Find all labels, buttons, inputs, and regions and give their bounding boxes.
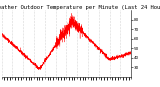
Title: Milwaukee Weather Outdoor Temperature per Minute (Last 24 Hours): Milwaukee Weather Outdoor Temperature pe… bbox=[0, 5, 160, 10]
